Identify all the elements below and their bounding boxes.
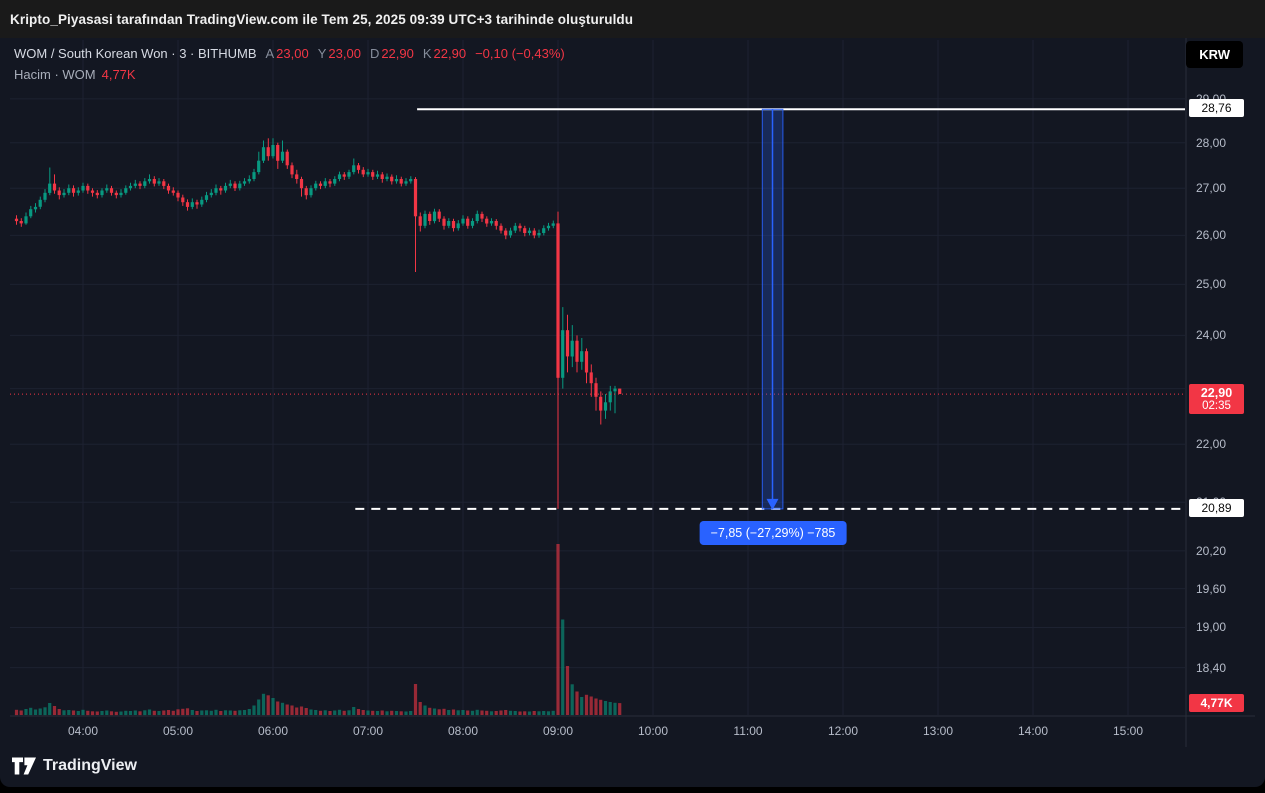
volume-bars bbox=[14, 544, 622, 716]
open-value: 23,00 bbox=[276, 46, 309, 61]
tradingview-brand[interactable]: TradingView bbox=[43, 757, 137, 774]
volume-value: 4,77K bbox=[101, 67, 136, 82]
last-price-badge: 22,90 02:35 bbox=[1189, 384, 1244, 414]
high-value: 23,00 bbox=[328, 46, 361, 61]
price-axis-label: 22,00 bbox=[1196, 437, 1227, 451]
time-axis-label: 05:00 bbox=[162, 724, 194, 738]
currency-button[interactable]: KRW bbox=[1186, 41, 1243, 68]
close-value: 22,90 bbox=[433, 46, 467, 61]
time-axis-label: 14:00 bbox=[1017, 724, 1049, 738]
tradingview-logo bbox=[12, 757, 36, 775]
low-label: D bbox=[369, 46, 380, 61]
volume-study-label[interactable]: Hacim · WOM bbox=[14, 67, 96, 82]
attribution-bar: Kripto_Piyasasi tarafından TradingView.c… bbox=[0, 0, 1265, 38]
price-axis-label: 25,00 bbox=[1196, 277, 1227, 291]
attribution-text: Kripto_Piyasasi tarafından TradingView.c… bbox=[10, 11, 634, 27]
price-axis-label: 19,60 bbox=[1196, 582, 1227, 596]
high-line-price-label: 28,76 bbox=[1189, 99, 1244, 117]
symbol-legend: WOM / South Korean Won · 3 · BITHUMB A 23… bbox=[14, 45, 565, 87]
price-axis-label: 24,00 bbox=[1196, 328, 1227, 342]
last-price-value: 22,90 bbox=[1200, 386, 1233, 400]
grid-lines bbox=[10, 40, 1185, 715]
time-axis-label: 15:00 bbox=[1112, 724, 1144, 738]
high-label: Y bbox=[317, 46, 327, 61]
price-change: −0,10 (−0,43%) bbox=[475, 46, 565, 61]
time-axis-label: 13:00 bbox=[922, 724, 954, 738]
open-label: A bbox=[265, 46, 275, 61]
price-axis-label: 18,40 bbox=[1196, 661, 1227, 675]
time-axis-label: 04:00 bbox=[67, 724, 99, 738]
time-axis-label: 09:00 bbox=[542, 724, 574, 738]
time-axis-label: 08:00 bbox=[447, 724, 479, 738]
symbol-title[interactable]: WOM / South Korean Won · 3 · BITHUMB bbox=[14, 46, 257, 61]
price-axis-label: 19,00 bbox=[1196, 620, 1227, 634]
time-axis[interactable]: 04:00 05:00 06:00 07:00 08:00 09:00 10:00 11:00… bbox=[0, 717, 1265, 747]
bar-close-countdown: 02:35 bbox=[1202, 400, 1231, 412]
price-axis-label: 27,00 bbox=[1196, 181, 1227, 195]
time-axis-label: 06:00 bbox=[257, 724, 289, 738]
legend-symbol-row: WOM / South Korean Won · 3 · BITHUMB A 23… bbox=[14, 45, 565, 62]
volume-value-badge: 4,77K bbox=[1189, 694, 1244, 712]
price-axis-label: 26,00 bbox=[1196, 228, 1227, 242]
candlesticks bbox=[14, 138, 622, 509]
legend-volume-row: Hacim · WOM 4,77K bbox=[14, 66, 565, 83]
price-axis-label: 28,00 bbox=[1196, 136, 1227, 150]
price-axis-label: 20,20 bbox=[1196, 544, 1227, 558]
time-axis-label: 10:00 bbox=[637, 724, 669, 738]
low-line-price-label: 20,89 bbox=[1189, 499, 1244, 517]
close-label: K bbox=[422, 46, 432, 61]
price-range-tool[interactable] bbox=[761, 108, 784, 510]
footer: TradingView bbox=[12, 756, 137, 776]
measure-tool-label[interactable]: −7,85 (−27,29%) −785 bbox=[699, 521, 847, 545]
low-value: 22,90 bbox=[381, 46, 414, 61]
chart-widget bbox=[0, 38, 1265, 787]
time-axis-label: 07:00 bbox=[352, 724, 384, 738]
time-axis-label: 11:00 bbox=[733, 724, 763, 738]
time-axis-label: 12:00 bbox=[827, 724, 859, 738]
